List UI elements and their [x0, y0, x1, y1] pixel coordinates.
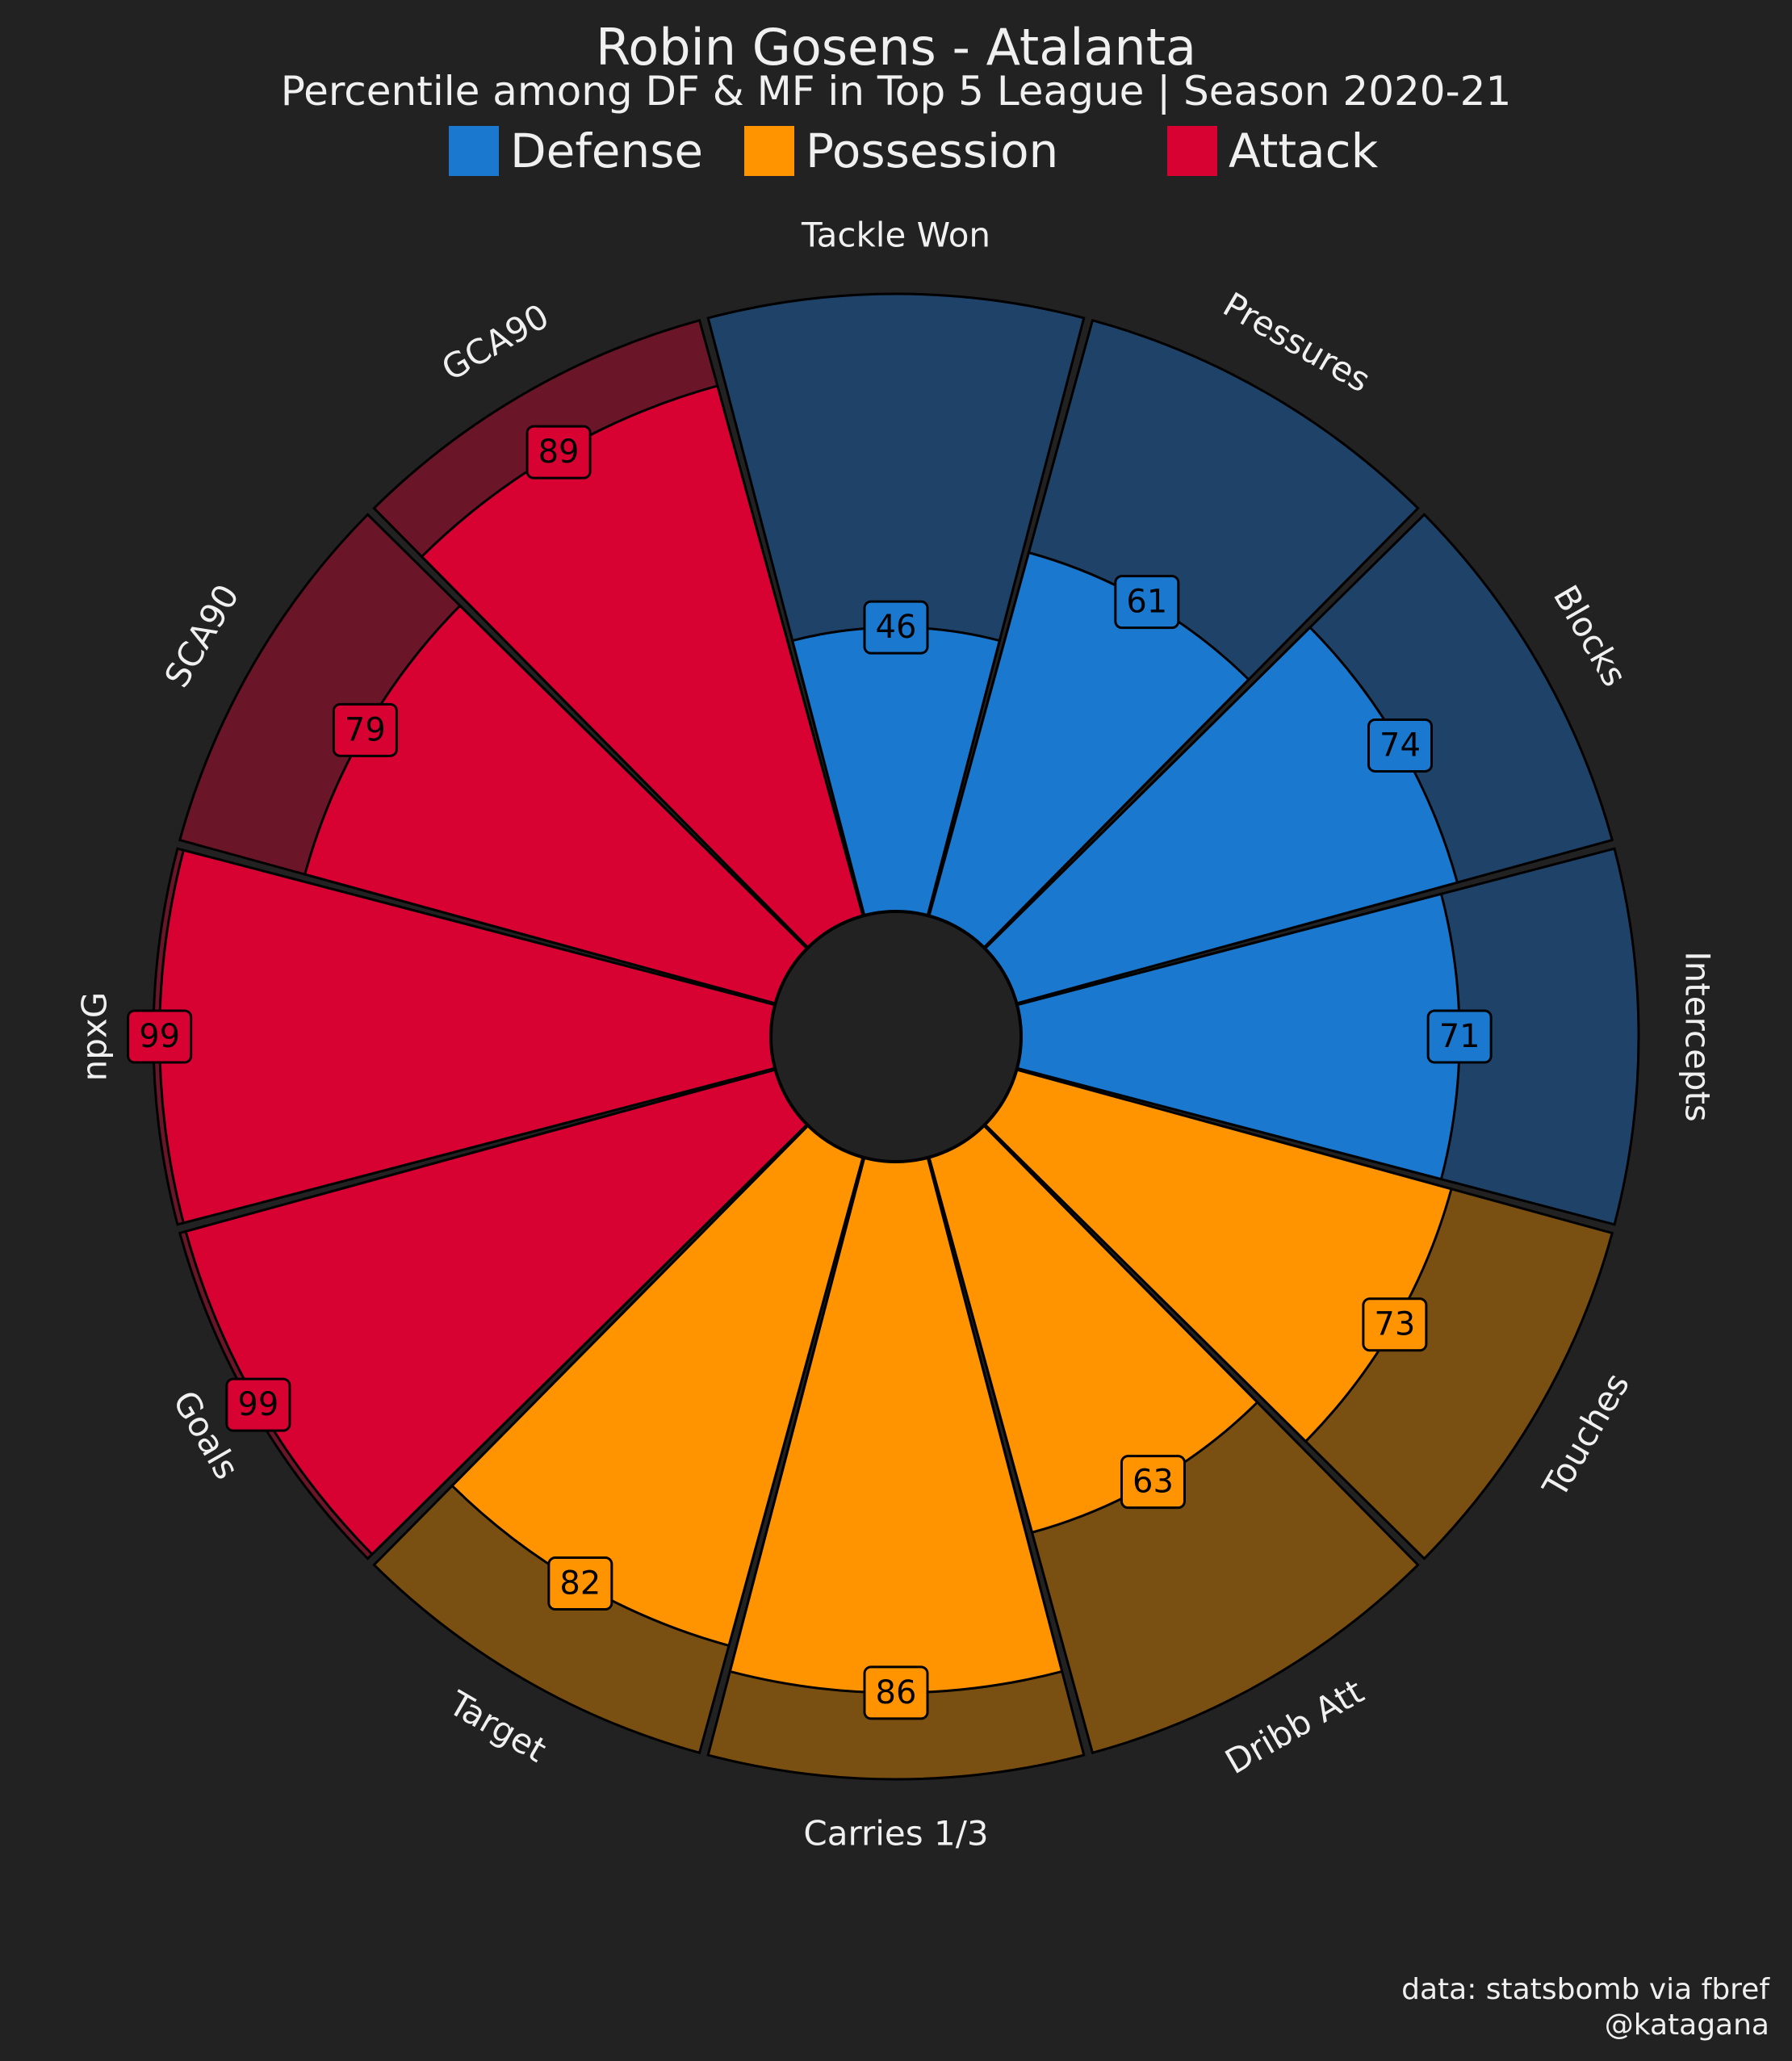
- value-label-touches: 73: [1363, 1299, 1426, 1351]
- category-label-gca90: GCA90: [435, 296, 555, 388]
- legend-swatch-possession: [744, 126, 794, 176]
- value-text-gca90: 89: [538, 434, 580, 471]
- legend: Defense Possession Attack: [0, 123, 1792, 179]
- value-text-touches: 73: [1374, 1306, 1415, 1343]
- legend-label-attack: Attack: [1229, 124, 1378, 178]
- value-label-goals: 99: [227, 1379, 290, 1431]
- legend-swatch-attack: [1167, 126, 1217, 176]
- value-label-tackle-won: 46: [865, 601, 927, 653]
- value-label-dribb-att: 63: [1121, 1456, 1184, 1508]
- credit-author: @katagana: [1401, 2008, 1769, 2043]
- value-label-sca90: 79: [333, 704, 396, 756]
- legend-item-attack: Attack: [1167, 123, 1378, 179]
- value-label-gca90: 89: [527, 426, 590, 478]
- value-label-carries-1-3: 86: [865, 1667, 927, 1719]
- legend-label-possession: Possession: [806, 124, 1058, 178]
- value-text-npxg: 99: [139, 1018, 180, 1055]
- category-label-sca90: SCA90: [157, 577, 247, 693]
- legend-item-defense: Defense: [449, 123, 703, 179]
- value-label-blocks: 74: [1368, 719, 1431, 771]
- value-label-npxg: 99: [128, 1011, 191, 1062]
- legend-label-defense: Defense: [510, 124, 703, 178]
- category-label-intercepts: Intercepts: [1678, 951, 1718, 1122]
- value-text-dribb-att: 63: [1133, 1464, 1174, 1501]
- value-label-target: 82: [549, 1557, 612, 1609]
- category-label-npxg: npxG: [75, 992, 115, 1082]
- value-text-tackle-won: 46: [876, 609, 917, 646]
- credit-source: data: statsbomb via fbref: [1401, 1972, 1769, 2008]
- value-text-blocks: 74: [1380, 727, 1421, 764]
- value-label-pressures: 61: [1116, 576, 1179, 628]
- value-label-intercepts: 71: [1428, 1011, 1491, 1062]
- category-label-tackle-won: Tackle Won: [801, 216, 990, 255]
- value-text-target: 82: [559, 1565, 601, 1602]
- category-label-target: Target: [442, 1683, 553, 1770]
- credit: data: statsbomb via fbref @katagana: [1401, 1972, 1769, 2043]
- value-text-pressures: 61: [1126, 584, 1167, 621]
- category-label-carries-1-3: Carries 1/3: [803, 1814, 988, 1854]
- legend-item-possession: Possession: [744, 123, 1058, 179]
- center-circle: [771, 911, 1021, 1162]
- chart-subtitle: Percentile among DF & MF in Top 5 League…: [0, 68, 1792, 115]
- value-text-carries-1-3: 86: [876, 1674, 917, 1711]
- legend-swatch-defense: [449, 126, 499, 176]
- value-text-intercepts: 71: [1439, 1018, 1480, 1055]
- value-text-goals: 99: [237, 1386, 278, 1423]
- value-text-sca90: 79: [345, 711, 386, 748]
- category-label-blocks: Blocks: [1546, 579, 1635, 693]
